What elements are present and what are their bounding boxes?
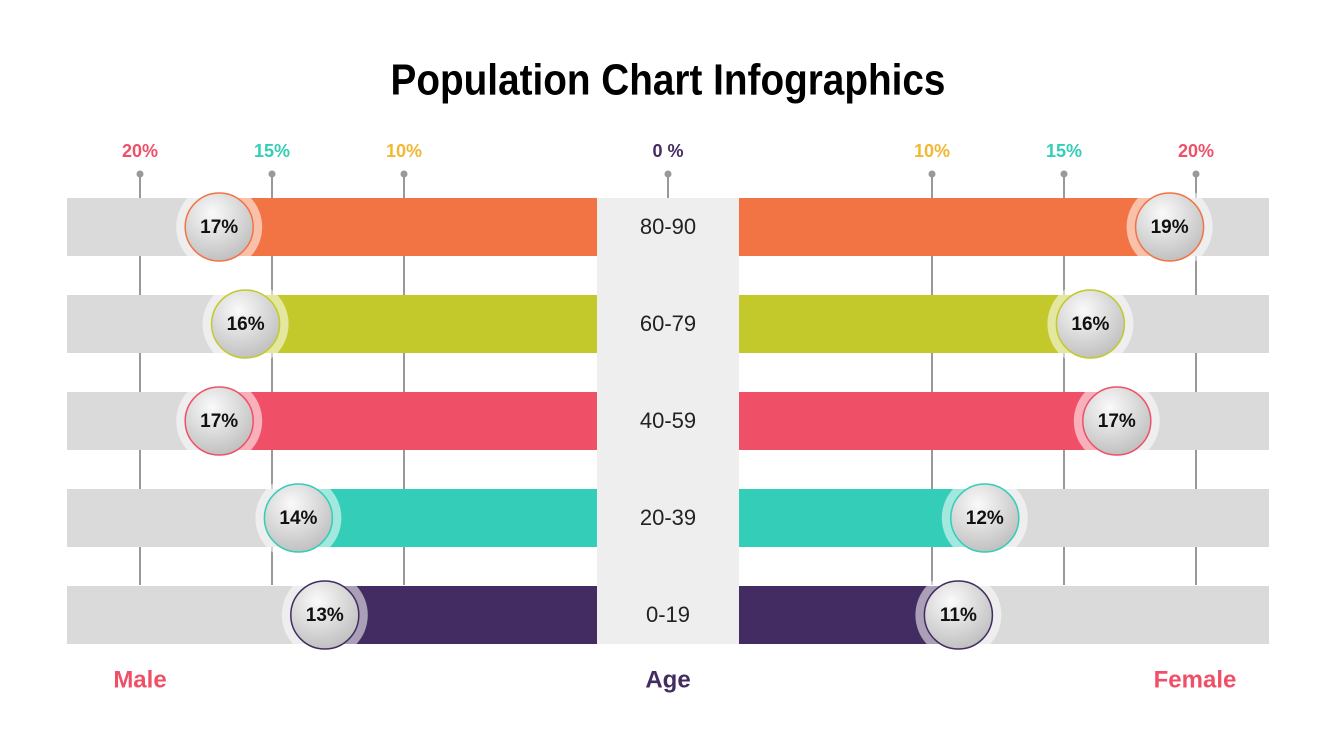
tick-dot bbox=[664, 170, 672, 178]
legend-label: Female bbox=[1154, 666, 1237, 693]
chart-title: Population Chart Infographics bbox=[391, 54, 946, 104]
bubble bbox=[210, 289, 281, 359]
tick-dot bbox=[1192, 170, 1200, 178]
category-label: 20-39 bbox=[640, 505, 696, 530]
bar bbox=[219, 392, 668, 450]
value-label: 14% bbox=[279, 508, 317, 529]
tick-dot bbox=[400, 170, 408, 178]
value-label: 19% bbox=[1151, 217, 1189, 238]
value-label: 17% bbox=[200, 217, 238, 238]
x-tick-label: 10% bbox=[386, 141, 422, 161]
bubble bbox=[184, 192, 254, 262]
x-tick-label: 0 % bbox=[652, 141, 683, 161]
category-label: 40-59 bbox=[640, 408, 696, 433]
x-tick-label: 20% bbox=[1178, 141, 1214, 161]
x-tick-label: 15% bbox=[1046, 141, 1082, 161]
bubble bbox=[290, 580, 360, 650]
bubble bbox=[1082, 386, 1152, 456]
value-label: 12% bbox=[966, 508, 1004, 529]
category-label: 80-90 bbox=[640, 214, 696, 239]
bubble bbox=[184, 386, 254, 456]
tick-dot bbox=[268, 170, 276, 178]
value-label: 16% bbox=[227, 314, 265, 335]
x-tick-label: 20% bbox=[122, 141, 158, 161]
category-label: 0-19 bbox=[646, 602, 690, 627]
value-label: 11% bbox=[940, 605, 977, 626]
tick-dot bbox=[928, 170, 936, 178]
x-axis-title: Age bbox=[645, 666, 690, 693]
bar bbox=[668, 198, 1170, 256]
bubble bbox=[1134, 192, 1205, 262]
x-tick-label: 15% bbox=[254, 141, 290, 161]
value-label: 17% bbox=[200, 411, 238, 432]
legend-label: Male bbox=[113, 666, 166, 693]
category-label: 60-79 bbox=[640, 311, 696, 336]
bar bbox=[219, 198, 668, 256]
age-column bbox=[597, 198, 739, 644]
value-label: 13% bbox=[306, 605, 344, 626]
value-label: 16% bbox=[1071, 314, 1109, 335]
x-tick-label: 10% bbox=[914, 141, 950, 161]
bar bbox=[668, 392, 1117, 450]
bubble bbox=[263, 483, 334, 553]
bubble bbox=[1055, 289, 1126, 359]
tick-dot bbox=[1060, 170, 1068, 178]
tick-dot bbox=[136, 170, 144, 178]
bubble bbox=[923, 580, 994, 650]
value-label: 17% bbox=[1098, 411, 1136, 432]
bubble bbox=[950, 483, 1020, 553]
